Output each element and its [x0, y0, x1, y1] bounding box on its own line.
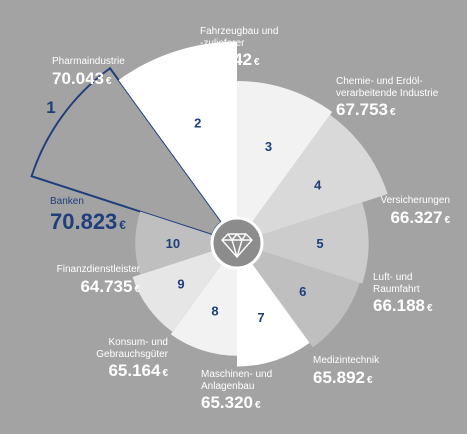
sector-value: 65.892 €: [313, 367, 373, 387]
center-hub: [210, 216, 264, 270]
sector-value: 66.188 €: [373, 296, 433, 315]
sector-name: Finanzdienstleister: [56, 264, 140, 275]
sector-6: [252, 251, 360, 348]
sector-8: [170, 264, 237, 356]
sector-value: 64.735 €: [80, 276, 140, 296]
sector-value: 70.043 €: [52, 68, 112, 88]
label-pharmaindustrie: Pharmaindustrie 70.043 €: [52, 56, 125, 88]
sector-name: Fahrzeugbau und -zulieferer: [200, 26, 279, 49]
sector-4: [252, 114, 388, 235]
label-finanzdienstleister: Finanzdienstleister 64.735 €: [40, 264, 140, 296]
sector-9: [132, 251, 222, 332]
sector-2: [118, 41, 237, 222]
sector-name: Medizintechnik: [313, 355, 380, 366]
label-versicherungen: Versicherungen 66.327 €: [370, 195, 451, 227]
label-luft-raumfahrt: Luft- und Raumfahrt 66.188 €: [373, 272, 445, 316]
label-chemie: Chemie- und Erdöl- verarbeitende Industr…: [336, 76, 444, 120]
sector-value: 67.753 €: [336, 100, 396, 119]
label-maschinenbau: Maschinen- und Anlagenbau 65.320 €: [201, 369, 283, 413]
sector-name: Banken: [50, 196, 84, 207]
label-medizintechnik: Medizintechnik 65.892 €: [313, 355, 379, 387]
sector-rank-5: 5: [316, 236, 323, 251]
diamond-outline: [221, 233, 253, 258]
sector-rank-10: 10: [166, 236, 180, 251]
sector-rank-3: 3: [265, 139, 272, 154]
label-konsumgueter: Konsum- und Gebrauchsgüter 65.164 €: [84, 337, 168, 381]
label-banken: Banken 70.823 €: [50, 196, 126, 234]
sector-name: Maschinen- und Anlagenbau: [201, 369, 273, 392]
sector-value: 65.320 €: [201, 393, 261, 412]
sector-value: 65.164 €: [108, 361, 168, 380]
sector-rank-2: 2: [194, 115, 201, 130]
sector-name: Konsum- und Gebrauchsgüter: [96, 337, 168, 360]
sector-rank-7: 7: [257, 310, 264, 325]
sector-value: 70.823 €: [50, 208, 126, 234]
sector-rank-4: 4: [314, 177, 322, 192]
label-fahrzeugbau: Fahrzeugbau und -zulieferer 67.942 €: [200, 26, 282, 70]
sector-name: Versicherungen: [380, 195, 451, 206]
sector-7: [237, 264, 310, 367]
sector-rank-6: 6: [299, 284, 306, 299]
sector-value: 66.327 €: [390, 207, 450, 227]
sector-rank-9: 9: [177, 277, 184, 292]
diamond-icon: [221, 233, 253, 258]
sector-rank-1: 1: [46, 98, 55, 117]
diamond-facets: [222, 233, 252, 258]
sector-3: [237, 81, 333, 222]
sector-value: 67.942 €: [200, 50, 260, 69]
sector-name: Luft- und Raumfahrt: [373, 272, 420, 295]
sector-name: Pharmaindustrie: [52, 56, 125, 67]
sector-10: [135, 211, 213, 275]
sector-rank-8: 8: [211, 304, 218, 319]
sector-name: Chemie- und Erdöl- verarbeitende Industr…: [336, 76, 439, 99]
sector-5: [261, 202, 369, 284]
